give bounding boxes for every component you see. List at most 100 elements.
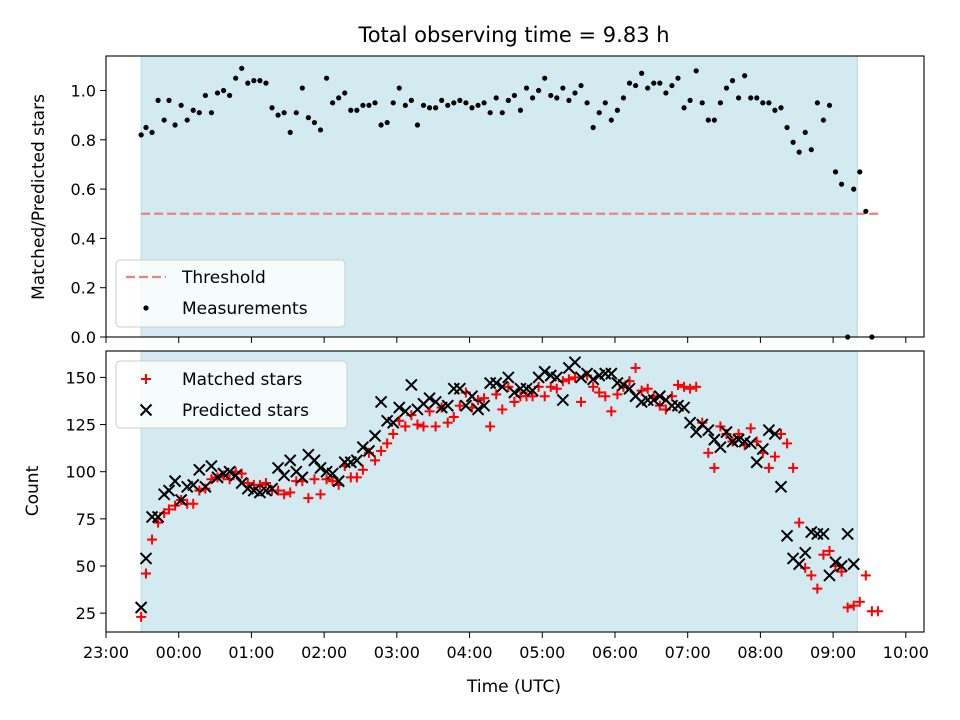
measurement-point [560,85,566,91]
measurement-point [220,87,227,94]
measurement-point [305,115,311,121]
matched-point [539,391,550,402]
matched-point [806,570,817,581]
matched-point [376,445,387,456]
measurement-point [275,112,281,118]
x-tick-label: 10:00 [883,643,929,662]
measurement-point [699,100,705,106]
measurement-point [287,129,293,136]
predicted-point [326,467,339,480]
measurement-point [542,75,548,81]
predicted-point [677,401,691,414]
matched-point [636,385,647,396]
measurement-point [651,80,657,86]
predicted-point [199,480,212,493]
predicted-point [768,427,782,441]
matched-point [600,391,611,402]
predicted-point [405,378,418,392]
measurement-point [311,119,318,126]
measurement-point [772,107,778,113]
predicted-point [459,399,473,412]
predicted-point [647,393,660,407]
matched-point [527,391,538,402]
measurement-point [330,100,336,106]
measurement-point [372,100,378,106]
measurement-point [554,95,560,101]
measurement-point [384,119,390,126]
matched-point [776,428,787,439]
legend-measurement-swatch [143,305,149,311]
predicted-point [683,416,697,429]
measurement-point [814,100,820,106]
predicted-point [387,416,400,429]
predicted-point [134,601,148,614]
y-tick-label: 0.4 [71,229,96,248]
bottom-plot-frame [105,350,925,633]
matched-point [509,396,520,407]
predicted-point [193,463,206,477]
measurement-point [263,80,269,86]
measurement-point [257,78,263,84]
y-tick-label: 150 [65,368,96,387]
measurement-point [802,129,808,136]
matched-point [594,387,605,398]
predicted-point [653,390,667,403]
measurement-point [742,73,748,79]
matched-point [454,400,465,411]
predicted-point [502,371,515,384]
matched-point [709,462,720,473]
matched-point [721,428,732,439]
predicted-point [550,371,564,384]
matched-point [824,545,835,556]
x-tick-label: 07:00 [665,643,711,662]
y-tick-label: 1.0 [71,82,96,101]
predicted-point [714,440,727,454]
measurement-point [548,92,554,99]
matched-point [309,474,320,485]
matched-point [412,419,423,430]
measurement-point [614,107,621,113]
predicted-point [229,469,242,482]
legend-threshold-label: Threshold [181,268,266,288]
matched-point [672,379,683,390]
y-tick-label: 0.6 [71,180,96,199]
matched-point [479,393,490,404]
bottom-panel: 25 50 75 100 125 150 23:00 00:00 01:00 02:00 03:0… [23,350,929,697]
matched-point [588,381,599,392]
y-tick-label: 100 [65,463,96,482]
measurement-point [202,92,208,99]
measurement-point [336,95,342,101]
measurement-point [390,100,396,106]
predicted-point [223,465,236,478]
y-tick-label: 0.8 [71,131,96,150]
predicted-point [623,382,636,395]
predicted-point [568,356,582,369]
top-plot-frame [105,55,925,338]
measurement-point [517,107,524,113]
measurement-point [705,117,711,123]
predicted-point [792,557,806,571]
measurement-point [669,82,675,89]
matched-point [769,451,780,462]
matched-point [363,447,374,458]
measurement-point [790,139,796,145]
y-tick-label: 50 [76,557,96,576]
measurement-point [620,95,627,101]
measurement-point [317,127,324,133]
predicted-point [399,405,412,418]
measurement-point [402,102,408,108]
measurement-point [251,78,257,84]
measurement-point [293,110,299,116]
matched-point [400,421,411,432]
measurement-point [457,97,463,103]
matched-point [860,570,871,581]
matched-point [842,602,853,613]
measurement-point [378,122,384,128]
x-tick-label: 03:00 [374,643,420,662]
matched-point [497,404,508,415]
predicted-point [187,478,200,492]
predicted-point [271,461,285,475]
measurement-point [190,107,196,113]
matched-point [140,568,151,579]
